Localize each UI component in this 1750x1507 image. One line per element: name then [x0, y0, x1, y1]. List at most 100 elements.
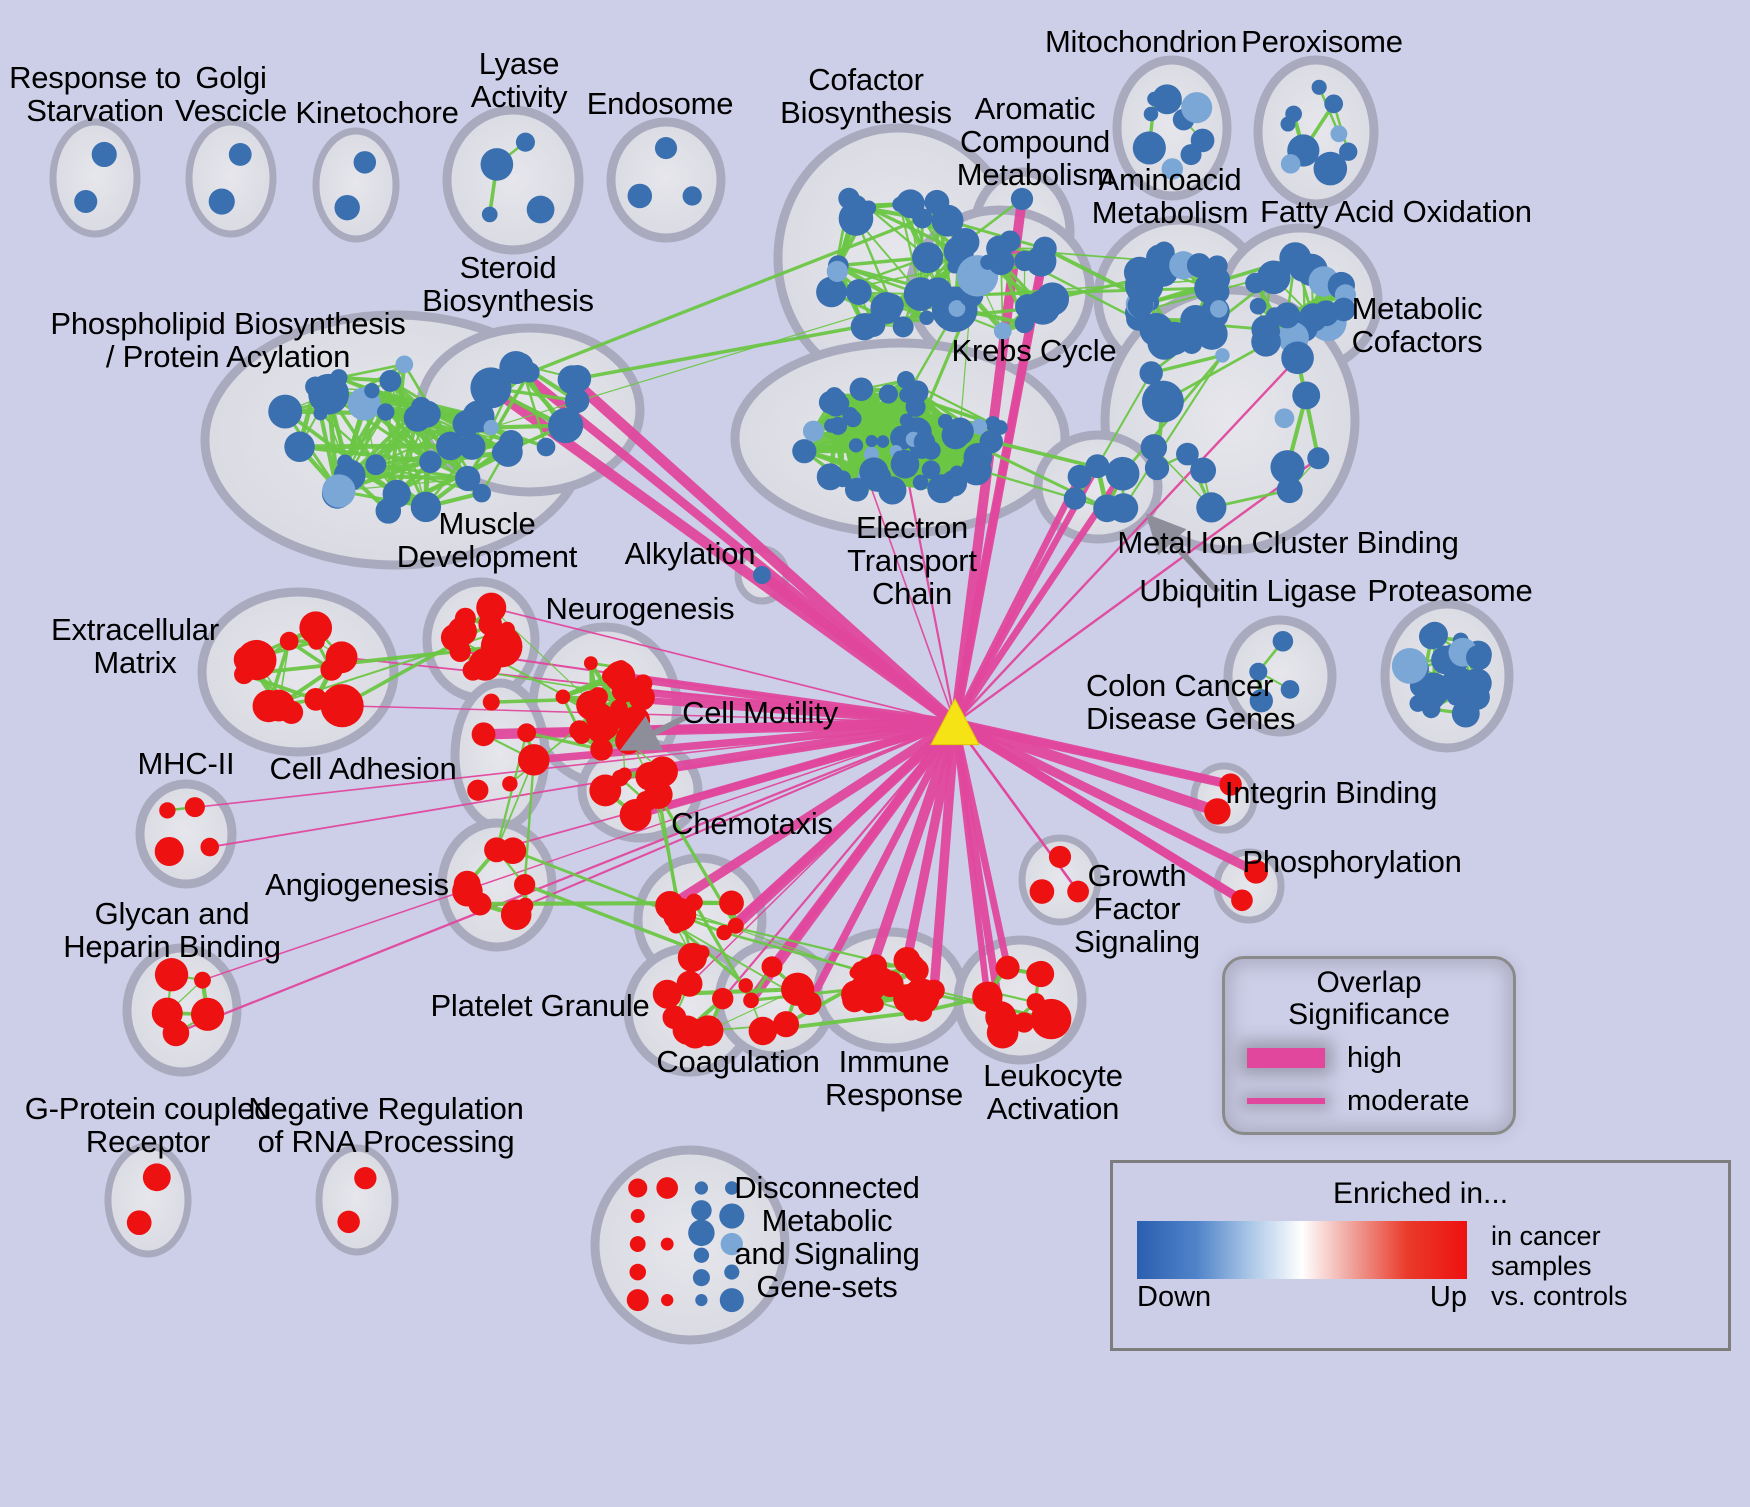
gene-set-node: [365, 454, 387, 476]
gene-set-node: [627, 183, 653, 209]
gene-set-node: [419, 450, 442, 474]
gene-set-node: [1132, 131, 1166, 165]
gene-set-node: [1093, 494, 1121, 523]
gene-set-node: [919, 310, 934, 326]
gene-set-node: [608, 665, 632, 689]
edge-pink-hub: [691, 722, 956, 983]
gene-set-node: [1105, 456, 1140, 491]
gene-set-node: [656, 1177, 679, 1199]
gene-set-node: [322, 474, 356, 508]
gene-set-node: [652, 979, 682, 1009]
gene-set-node: [716, 924, 732, 941]
gene-set-node: [453, 870, 481, 898]
gene-set-node: [849, 966, 862, 979]
gene-set-node: [948, 300, 966, 317]
gene-set-node: [1219, 773, 1242, 796]
cluster-halo-kinetochore: [312, 127, 400, 243]
gene-set-node: [564, 388, 590, 414]
gene-set-node: [1249, 662, 1268, 681]
gene-set-node: [481, 206, 498, 223]
gene-set-node: [1313, 151, 1348, 186]
cluster-halo-negative-regulation-of-rna-processing: [315, 1144, 399, 1256]
gene-set-node: [1067, 464, 1092, 489]
gene-set-node: [1015, 294, 1040, 320]
gene-set-node: [500, 899, 532, 931]
gene-set-node: [654, 137, 678, 160]
legend-overlap-entry-moderate: moderate: [1225, 1085, 1513, 1118]
annotation-arrows: [619, 513, 1221, 751]
gene-set-node: [552, 418, 569, 435]
gene-set-node: [829, 416, 848, 435]
gene-set-node: [719, 1288, 744, 1313]
edge-pink-hub: [953, 718, 1232, 790]
gene-set-node: [792, 439, 817, 464]
gene-set-node: [937, 414, 954, 430]
hub-node-colon-cancer-disease-genes[interactable]: [930, 697, 980, 746]
gene-set-node: [480, 148, 514, 181]
cluster-halo-endosome: [606, 117, 726, 243]
gene-set-node: [1029, 879, 1055, 904]
gene-set-node: [572, 726, 591, 745]
gene-set-node: [478, 612, 502, 636]
gene-set-node: [848, 438, 864, 453]
edge-green-inter: [495, 759, 535, 851]
gene-set-node: [695, 1293, 708, 1307]
gene-set-node: [353, 151, 377, 174]
gene-set-node: [395, 355, 414, 374]
gene-set-node: [502, 776, 518, 792]
gene-set-node: [824, 393, 848, 417]
gene-set-node: [1441, 666, 1476, 701]
gene-set-node: [1139, 361, 1163, 385]
gene-set-node: [1210, 300, 1228, 318]
gene-set-node: [514, 873, 536, 896]
gene-set-node: [865, 435, 878, 448]
gene-set-node: [772, 1011, 800, 1038]
gene-set-node: [1144, 455, 1170, 481]
gene-set-node: [685, 893, 703, 912]
gene-set-node: [688, 1219, 715, 1247]
edge-green-inter: [523, 759, 536, 885]
gene-set-node: [262, 689, 295, 722]
gene-set-node: [1027, 960, 1055, 988]
gene-set-node: [1421, 621, 1448, 649]
gene-set-node: [1035, 282, 1070, 316]
cluster-halo-g-protein-coupled-receptor: [104, 1142, 192, 1258]
gene-set-node: [334, 194, 360, 221]
edge-green: [837, 263, 928, 320]
gene-set-node: [557, 365, 587, 395]
gene-set-node: [694, 1181, 708, 1195]
edge-pink-hub: [952, 719, 1245, 904]
gene-set-node: [719, 890, 744, 916]
gene-set-node: [482, 693, 500, 711]
gene-set-node: [200, 837, 220, 857]
gene-set-node: [458, 433, 486, 460]
gene-set-node: [375, 498, 402, 524]
gene-set-node: [376, 403, 395, 421]
gene-set-node: [761, 956, 783, 978]
gene-set-node: [228, 143, 252, 166]
gene-set-node: [655, 891, 685, 921]
gene-set-node: [233, 645, 262, 674]
gene-set-node: [995, 960, 1011, 976]
gene-set-node: [912, 474, 929, 491]
gene-set-node: [304, 688, 328, 711]
gene-set-node: [1140, 434, 1168, 461]
gene-set-node: [628, 1178, 648, 1198]
edge-pink-hub: [859, 721, 960, 990]
edge-pink-hub: [903, 464, 957, 724]
gene-set-node: [748, 1016, 778, 1046]
gene-set-node: [1215, 348, 1230, 363]
legend-overlap-entry-high: high: [1225, 1042, 1513, 1075]
gradient-high-label: Up: [1429, 1281, 1467, 1313]
edge-green: [835, 403, 946, 424]
gene-set-node: [91, 141, 117, 168]
gene-set-node: [1181, 333, 1203, 354]
edge-green: [860, 387, 947, 424]
gene-set-node: [1010, 187, 1034, 211]
gene-set-node: [1298, 303, 1328, 332]
gene-set-node: [816, 463, 844, 491]
gene-set-node: [826, 260, 848, 282]
gene-set-node: [912, 242, 944, 274]
gene-set-node: [515, 132, 535, 152]
gene-set-node: [1331, 297, 1356, 322]
